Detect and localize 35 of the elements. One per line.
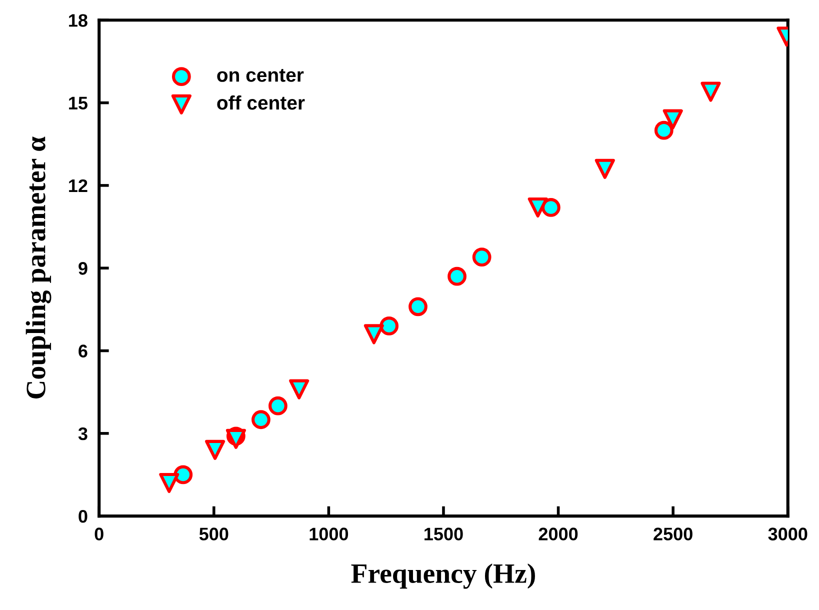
x-tick-label: 2500 bbox=[654, 528, 692, 540]
y-axis-title: Coupling parameter α bbox=[26, 136, 52, 398]
x-tick-label: 2000 bbox=[538, 528, 578, 540]
point bbox=[654, 120, 674, 140]
point bbox=[541, 198, 560, 217]
point bbox=[448, 266, 466, 286]
point bbox=[205, 440, 226, 460]
point bbox=[472, 248, 492, 267]
x-tick-label: 1000 bbox=[310, 528, 348, 540]
x-axis-title: Frequency (Hz) bbox=[351, 563, 535, 589]
y-tick-label: 3 bbox=[78, 427, 88, 440]
x-tick-label: 3000 bbox=[768, 528, 808, 540]
point bbox=[252, 410, 270, 430]
legend-label: off center bbox=[217, 95, 305, 110]
x-tick-label: 1500 bbox=[424, 528, 463, 540]
x-tick-label: 0 bbox=[94, 528, 104, 540]
y-tick-label: 9 bbox=[78, 262, 88, 275]
point bbox=[662, 109, 683, 130]
point bbox=[528, 197, 548, 218]
point bbox=[594, 158, 615, 179]
point bbox=[700, 82, 721, 102]
y-tick-label: 6 bbox=[78, 344, 88, 358]
point bbox=[174, 465, 193, 484]
point bbox=[380, 316, 399, 336]
point bbox=[408, 297, 428, 316]
point bbox=[159, 472, 180, 494]
point bbox=[268, 396, 288, 416]
point bbox=[364, 324, 384, 344]
point bbox=[289, 379, 310, 400]
y-tick-label: 12 bbox=[69, 179, 88, 192]
x-tick-label: 500 bbox=[199, 528, 228, 540]
y-tick-label: 18 bbox=[69, 14, 88, 27]
y-tick-label: 0 bbox=[78, 510, 88, 523]
legend-label: on center bbox=[217, 68, 304, 82]
y-tick-label: 15 bbox=[69, 96, 88, 110]
